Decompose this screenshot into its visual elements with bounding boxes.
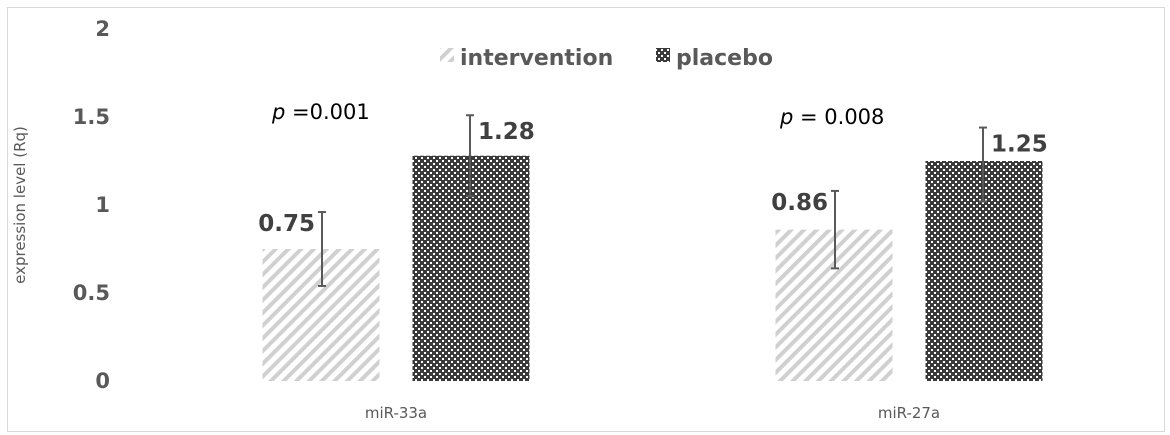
p-value-text: = 0.008 bbox=[793, 105, 884, 129]
y-axis-title: expression level (Rq) bbox=[11, 126, 29, 284]
category-label: miR-33a bbox=[365, 404, 427, 422]
data-label: 1.28 bbox=[478, 119, 535, 145]
p-value-italic: p bbox=[271, 100, 285, 124]
legend-label-placebo: placebo bbox=[676, 46, 773, 71]
p-value-text: =0.001 bbox=[285, 100, 369, 124]
legend-swatch-placebo bbox=[656, 48, 670, 62]
legend-label-intervention: intervention bbox=[460, 46, 613, 71]
legend-swatch-intervention bbox=[440, 48, 454, 62]
data-label: 0.86 bbox=[771, 190, 828, 216]
p-value-annotation: p =0.001 bbox=[271, 100, 370, 124]
category-label: miR-27a bbox=[878, 404, 940, 422]
p-value-annotation: p = 0.008 bbox=[779, 105, 884, 129]
data-label: 1.25 bbox=[991, 132, 1048, 158]
y-tick-label: 0.5 bbox=[73, 281, 110, 305]
data-label: 0.75 bbox=[258, 211, 315, 237]
y-tick-label: 2 bbox=[95, 17, 110, 41]
y-tick-label: 1.5 bbox=[73, 105, 110, 129]
y-tick-label: 1 bbox=[95, 193, 110, 217]
bar-marks: 0.75 1.28 0.86 1.25 bbox=[258, 115, 1048, 381]
y-axis: 0 0.5 1 1.5 2 bbox=[73, 17, 110, 393]
y-tick-label: 0 bbox=[95, 369, 110, 393]
p-value-italic: p bbox=[779, 105, 793, 129]
legend: intervention placebo bbox=[440, 46, 773, 71]
